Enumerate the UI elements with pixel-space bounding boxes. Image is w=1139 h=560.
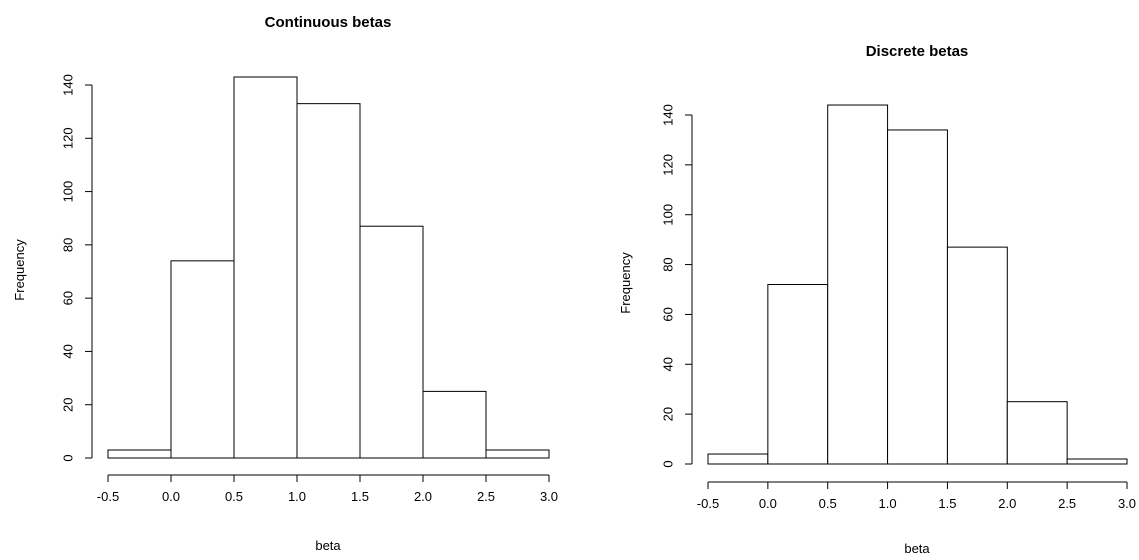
chart-title: Discrete betas bbox=[866, 43, 969, 60]
y-axis-label: Frequency bbox=[618, 252, 633, 314]
y-axis-label: Frequency bbox=[12, 239, 27, 301]
y-tick-label: 60 bbox=[60, 291, 75, 305]
x-tick-label: 0.5 bbox=[225, 489, 243, 504]
x-axis: -0.5 0.0 0.5 1.0 1.5 2.0 2.5 3.0 bbox=[697, 481, 1136, 511]
y-tick-label: 120 bbox=[660, 154, 675, 176]
y-tick-label: 40 bbox=[60, 344, 75, 358]
histogram-bar bbox=[296, 103, 361, 459]
histogram-bar bbox=[946, 246, 1008, 465]
y-tick-label: 80 bbox=[60, 238, 75, 252]
histogram-bar bbox=[1066, 458, 1128, 465]
histogram-bar bbox=[827, 104, 889, 465]
y-axis: 0 20 40 60 80 100 120 140 bbox=[60, 74, 93, 462]
y-tick-label: 100 bbox=[660, 204, 675, 226]
y-tick-label: 20 bbox=[660, 407, 675, 421]
x-axis: -0.5 0.0 0.5 1.0 1.5 2.0 2.5 3.0 bbox=[97, 474, 558, 504]
x-tick-label: 0.5 bbox=[819, 496, 837, 511]
y-tick-label: 140 bbox=[60, 74, 75, 96]
histogram-bar bbox=[170, 260, 235, 459]
y-tick-label: 100 bbox=[60, 181, 75, 203]
x-tick-label: 0.0 bbox=[759, 496, 777, 511]
histogram-bar bbox=[887, 129, 948, 465]
histogram-bar bbox=[359, 225, 424, 459]
histogram-discrete-betas: Discrete betas beta Frequency -0.5 0.0 0.5… bbox=[618, 43, 1136, 556]
y-tick-label: 0 bbox=[660, 460, 675, 467]
x-tick-label: 3.0 bbox=[1118, 496, 1136, 511]
histogram-bar bbox=[707, 453, 769, 465]
x-tick-label: 2.5 bbox=[1058, 496, 1076, 511]
bars-group bbox=[707, 104, 1128, 465]
y-tick-label: 120 bbox=[60, 127, 75, 149]
chart-title: Continuous betas bbox=[265, 14, 392, 31]
histogram-bar bbox=[233, 76, 298, 459]
x-tick-label: 2.0 bbox=[414, 489, 432, 504]
y-tick-label: 0 bbox=[60, 454, 75, 461]
x-tick-label: 1.5 bbox=[351, 489, 369, 504]
x-tick-label: 1.0 bbox=[288, 489, 306, 504]
y-axis: 0 20 40 60 80 100 120 140 bbox=[660, 104, 693, 468]
x-tick-label: 2.0 bbox=[998, 496, 1016, 511]
x-axis-label: beta bbox=[315, 538, 341, 553]
y-tick-label: 60 bbox=[660, 307, 675, 321]
x-tick-label: -0.5 bbox=[97, 489, 119, 504]
x-tick-label: 0.0 bbox=[162, 489, 180, 504]
x-tick-label: 3.0 bbox=[540, 489, 558, 504]
histogram-bar bbox=[107, 449, 172, 459]
x-axis-label: beta bbox=[904, 541, 930, 556]
x-tick-label: -0.5 bbox=[697, 496, 719, 511]
x-tick-label: 2.5 bbox=[477, 489, 495, 504]
histogram-continuous-betas: Continuous betas beta Frequency -0.5 0.0 0… bbox=[12, 14, 558, 553]
y-tick-label: 20 bbox=[60, 397, 75, 411]
x-tick-label: 1.0 bbox=[879, 496, 897, 511]
bars-group bbox=[107, 76, 550, 459]
y-tick-label: 140 bbox=[660, 104, 675, 126]
histogram-bar bbox=[422, 390, 487, 459]
y-tick-label: 40 bbox=[660, 357, 675, 371]
histogram-bar bbox=[767, 284, 829, 465]
histogram-bar bbox=[1006, 401, 1068, 465]
histogram-bar bbox=[485, 449, 550, 459]
y-tick-label: 80 bbox=[660, 257, 675, 271]
x-tick-label: 1.5 bbox=[938, 496, 956, 511]
